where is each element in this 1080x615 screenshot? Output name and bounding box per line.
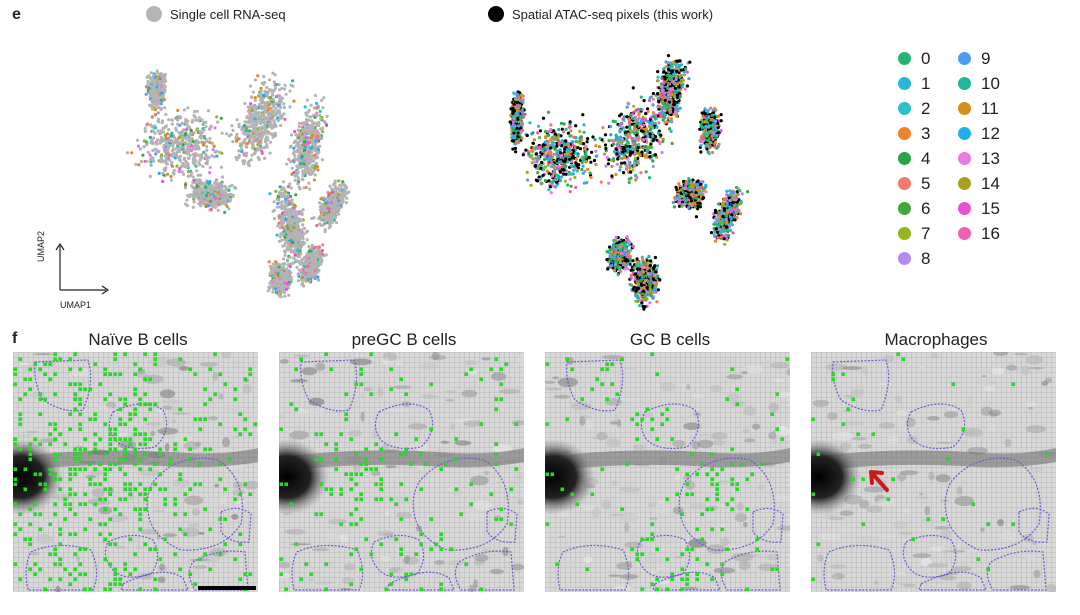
rna-dot-icon (146, 6, 162, 22)
cluster-label: 16 (981, 223, 1000, 243)
umap-rna-plot (125, 69, 351, 299)
cluster-label: 8 (921, 248, 931, 268)
cluster-legend-item: 3 (898, 121, 930, 146)
cluster-label: 6 (921, 198, 931, 218)
cluster-legend-item: 8 (898, 246, 930, 271)
cluster-legend-item: 1 (898, 71, 930, 96)
red-arrow-icon (869, 470, 889, 492)
cluster-dot-icon (898, 152, 911, 165)
cluster-dot-icon (898, 202, 911, 215)
cluster-legend-item: 16 (958, 221, 1000, 246)
cluster-dot-icon (898, 227, 911, 240)
map-title: preGC B cells (351, 330, 457, 349)
cluster-legend-item: 12 (958, 121, 1000, 146)
map-title: GC B cells (629, 330, 711, 349)
scale-bar (198, 586, 256, 590)
cluster-legend-item: 0 (898, 46, 930, 71)
cluster-dot-icon (958, 227, 971, 240)
cluster-dot-icon (958, 77, 971, 90)
cluster-label: 0 (921, 48, 931, 68)
umap2-label: UMAP2 (36, 230, 46, 262)
umap-atac-plot (508, 54, 750, 311)
cluster-label: 4 (921, 148, 931, 168)
cluster-label: 15 (981, 198, 1000, 218)
cluster-dot-icon (958, 177, 971, 190)
cluster-legend-item: 7 (898, 221, 930, 246)
legend-rna-label: Single cell RNA-seq (170, 6, 286, 22)
cluster-dot-icon (898, 52, 911, 65)
atac-dot-icon (488, 6, 504, 22)
spatial-map (545, 352, 790, 592)
cluster-legend-item: 6 (898, 196, 930, 221)
spatial-map (279, 352, 524, 592)
cluster-dot-icon (898, 127, 911, 140)
cluster-dot-icon (898, 102, 911, 115)
cluster-dot-icon (898, 77, 911, 90)
cluster-legend-item: 9 (958, 46, 990, 71)
cluster-label: 9 (981, 48, 991, 68)
cluster-label: 13 (981, 148, 1000, 168)
cluster-legend-item: 10 (958, 71, 1000, 96)
cluster-legend-item: 15 (958, 196, 1000, 221)
cluster-dot-icon (898, 252, 911, 265)
cluster-dot-icon (958, 152, 971, 165)
cluster-label: 12 (981, 123, 1000, 143)
legend-atac-label: Spatial ATAC-seq pixels (this work) (512, 6, 714, 22)
cluster-label: 3 (921, 123, 931, 143)
cluster-label: 1 (921, 73, 931, 93)
umap-axes-icon (55, 242, 110, 295)
cluster-legend: 0 1 2 3 4 5 6 7 8 9 10 11 12 13 14 15 16 (898, 46, 1018, 276)
panel-letter-e: e (12, 6, 21, 23)
panel-letter-f: f (12, 330, 18, 347)
cluster-legend-item: 14 (958, 171, 1000, 196)
cluster-dot-icon (958, 127, 971, 140)
map-title: Naïve B cells (88, 330, 188, 349)
cluster-label: 11 (981, 98, 999, 118)
cluster-label: 5 (921, 173, 931, 193)
cluster-legend-item: 13 (958, 146, 1000, 171)
spatial-map (13, 352, 258, 592)
cluster-dot-icon (958, 202, 971, 215)
cluster-dot-icon (958, 102, 971, 115)
cluster-label: 7 (921, 223, 931, 243)
spatial-map (811, 352, 1056, 592)
cluster-legend-item: 11 (958, 96, 999, 121)
cluster-label: 14 (981, 173, 1000, 193)
umap1-label: UMAP1 (60, 300, 92, 310)
map-title: Macrophages (884, 330, 988, 349)
cluster-label: 2 (921, 98, 931, 118)
cluster-legend-item: 5 (898, 171, 930, 196)
cluster-dot-icon (898, 177, 911, 190)
cluster-label: 10 (981, 73, 1000, 93)
cluster-legend-item: 4 (898, 146, 930, 171)
legend-rna: Single cell RNA-seq (146, 6, 286, 22)
cluster-legend-item: 2 (898, 96, 930, 121)
legend-atac: Spatial ATAC-seq pixels (this work) (488, 6, 713, 22)
cluster-dot-icon (958, 52, 971, 65)
